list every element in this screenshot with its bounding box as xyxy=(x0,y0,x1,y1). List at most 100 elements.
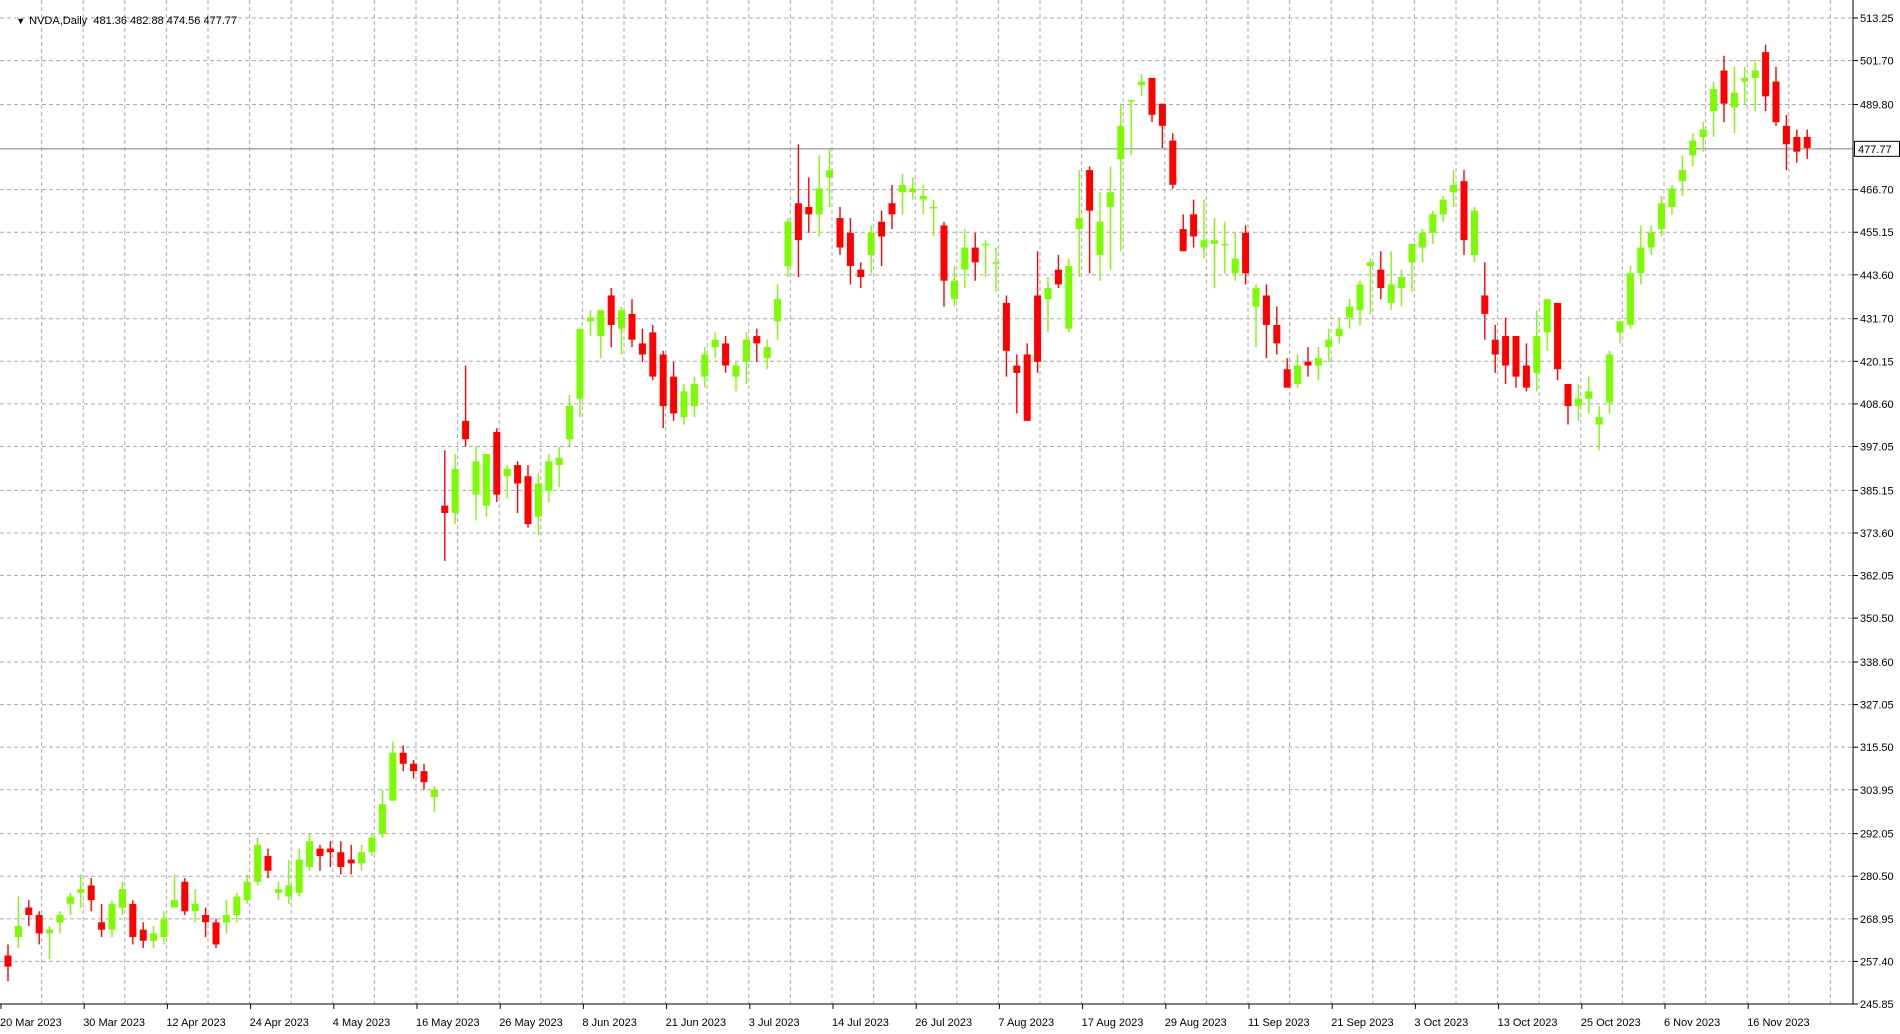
candle-body-bull xyxy=(1470,210,1478,255)
candle-body-bear xyxy=(1512,336,1520,377)
candle-body-bull xyxy=(108,903,116,930)
candle-body-bull xyxy=(711,339,719,348)
candle-body-bull xyxy=(701,354,709,377)
candle-body-bull xyxy=(1096,221,1104,255)
candle-body-bull xyxy=(545,461,553,491)
candle-body-bear xyxy=(202,914,210,923)
candle-body-bear xyxy=(524,476,532,525)
candle-body-bear xyxy=(670,376,678,414)
candle-body-bear xyxy=(1793,136,1801,152)
candle-body-bear xyxy=(1086,170,1094,211)
x-tick-label: 12 Apr 2023 xyxy=(166,1017,225,1029)
y-tick-label: 489.80 xyxy=(1860,99,1894,111)
x-tick-label: 7 Aug 2023 xyxy=(998,1017,1054,1029)
collapse-triangle-icon[interactable]: ▼ xyxy=(16,16,26,26)
chart-header[interactable]: ▼ NVDA,Daily 481.36 482.88 474.56 477.77 xyxy=(4,0,237,42)
candle-body-bull xyxy=(1075,218,1083,230)
candle-body-bear xyxy=(1803,136,1811,148)
candle-body-bear xyxy=(98,922,106,930)
candle-body-bear xyxy=(1502,336,1510,366)
x-tick-label: 6 Nov 2023 xyxy=(1664,1017,1720,1029)
candle-body-bear xyxy=(1554,302,1562,370)
candle-body-bull xyxy=(1689,140,1697,156)
candle-body-bear xyxy=(794,203,802,241)
candle-body-bull xyxy=(1668,188,1676,207)
candle-body-bull xyxy=(1616,321,1624,333)
candle-body-bear xyxy=(347,859,355,864)
y-tick-label: 397.05 xyxy=(1860,441,1894,453)
y-tick-label: 268.95 xyxy=(1860,914,1894,926)
candle-body-bull xyxy=(1387,284,1395,303)
x-tick-label: 17 Aug 2023 xyxy=(1082,1017,1144,1029)
chart-symbol: NVDA,Daily xyxy=(29,15,88,27)
candle-body-bull xyxy=(1543,299,1551,333)
candle-body-bull xyxy=(826,170,834,178)
candle-body-bull xyxy=(1450,184,1458,193)
y-tick-label: 280.50 xyxy=(1860,871,1894,883)
candle-body-bull xyxy=(919,195,927,200)
y-tick-label: 327.05 xyxy=(1860,700,1894,712)
candle-body-bear xyxy=(1013,365,1021,373)
candle-body-bull xyxy=(306,841,314,868)
y-tick-label: 245.85 xyxy=(1860,999,1894,1011)
candle-body-bull xyxy=(1138,81,1146,86)
candle-body-bear xyxy=(1460,181,1468,241)
x-tick-label: 20 Mar 2023 xyxy=(0,1017,62,1029)
candle-body-bull xyxy=(1678,170,1686,182)
candle-body-bear xyxy=(181,881,189,912)
candle-body-bull xyxy=(1730,92,1738,108)
candle-body-bear xyxy=(420,771,428,783)
candle-body-bull xyxy=(274,889,282,893)
candle-body-bear xyxy=(1273,324,1281,344)
candle-body-bull xyxy=(555,457,563,466)
candle-body-bull xyxy=(867,232,875,255)
candle-body-bull xyxy=(472,461,480,495)
candle-body-bull xyxy=(774,299,782,322)
candle-body-bear xyxy=(649,332,657,377)
candle-body-bear xyxy=(87,885,95,901)
grid-layer xyxy=(0,0,1853,1005)
y-tick-label: 408.60 xyxy=(1860,399,1894,411)
candle-body-bull xyxy=(1439,199,1447,215)
candle-body-bear xyxy=(493,431,501,495)
candle-body-bear xyxy=(462,420,470,440)
candle-body-bear xyxy=(1148,77,1156,115)
candle-body-bull xyxy=(763,347,771,359)
candle-body-bear xyxy=(514,465,522,484)
candle-body-bear xyxy=(1772,81,1780,123)
candle-layer xyxy=(4,44,1811,982)
x-tick-label: 24 Apr 2023 xyxy=(250,1017,309,1029)
candle-body-bull xyxy=(1366,262,1374,266)
candle-body-bull xyxy=(1200,240,1208,248)
candle-body-bear xyxy=(1262,295,1270,325)
candle-body-bear xyxy=(638,343,646,355)
candle-body-bear xyxy=(139,929,147,941)
candle-body-bull xyxy=(243,881,251,901)
candle-body-bull xyxy=(1637,247,1645,274)
candle-body-bear xyxy=(940,225,948,281)
candle-body-bear xyxy=(659,354,667,407)
current-price-label: 477.77 xyxy=(1858,144,1892,156)
candle-body-bear xyxy=(264,855,272,871)
candle-body-bull xyxy=(295,859,303,893)
y-tick-label: 466.70 xyxy=(1860,185,1894,197)
candle-body-bull xyxy=(961,247,969,270)
candle-body-bull xyxy=(1574,398,1582,407)
candle-body-bull xyxy=(1751,70,1759,78)
chart-ohlc: 481.36 482.88 474.56 477.77 xyxy=(93,15,238,27)
candle-body-bull xyxy=(254,844,262,882)
candle-body-bear xyxy=(1002,302,1010,351)
candle-body-bull xyxy=(222,914,230,923)
candle-body-bull xyxy=(618,310,626,329)
candle-body-bull xyxy=(742,339,750,362)
candle-body-bull xyxy=(1325,339,1333,348)
candle-body-bear xyxy=(878,221,886,237)
candle-body-bull xyxy=(66,896,74,904)
candle-body-bull xyxy=(503,468,511,477)
candle-body-bull xyxy=(1710,88,1718,112)
candle-body-bear xyxy=(857,269,865,278)
candle-body-bear xyxy=(1242,232,1250,274)
candle-body-bull xyxy=(378,804,386,834)
